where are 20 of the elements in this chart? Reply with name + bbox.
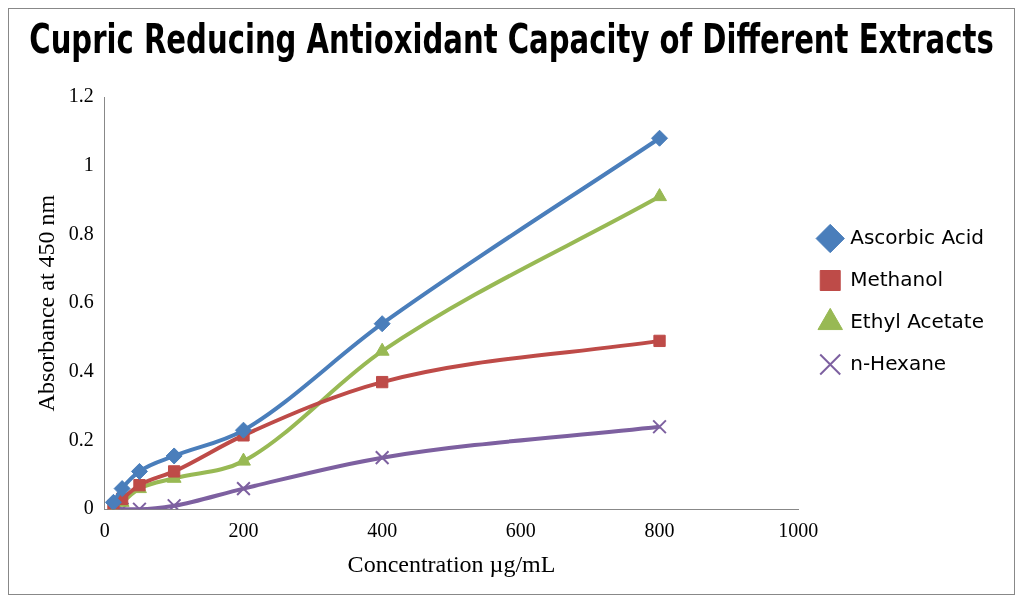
x-axis-title: Concentration µg/mL (347, 550, 556, 577)
legend-label: n-Hexane (850, 350, 947, 375)
x-tick-label: 0 (99, 519, 110, 542)
x-tick-label: 600 (505, 519, 536, 542)
y-axis-title: Absorbance at 450 nm (32, 194, 59, 412)
y-tick-label: 0.4 (68, 359, 94, 382)
chart-title: Cupric Reducing Antioxidant Capacity of Different Extracts (29, 16, 994, 63)
y-tick-label: 0.6 (68, 290, 94, 313)
y-tick-label: 1.2 (68, 84, 94, 107)
x-tick-label: 400 (367, 519, 398, 542)
x-tick-label: 1000 (778, 519, 819, 542)
legend-label: Ethyl Acetate (850, 308, 984, 333)
x-tick-label: 200 (228, 519, 259, 542)
y-tick-label: 1 (83, 152, 94, 175)
y-tick-label: 0.8 (68, 221, 94, 244)
legend-label: Ascorbic Acid (850, 224, 984, 249)
y-tick-label: 0 (83, 496, 94, 519)
legend-label: Methanol (850, 266, 944, 291)
y-tick-label: 0.2 (68, 427, 94, 450)
x-tick-label: 800 (644, 519, 675, 542)
